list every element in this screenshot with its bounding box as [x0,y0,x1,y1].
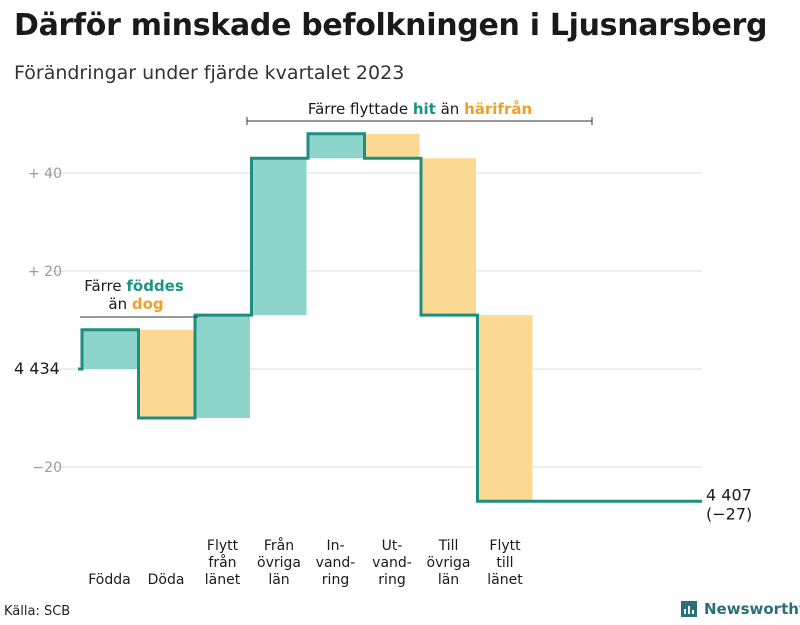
category-label: vand- [316,555,356,571]
chart-subtitle: Förändringar under fjärde kvartalet 2023 [14,62,405,84]
brand-logo: Newsworthy [680,600,800,618]
category-label: Flytt [207,538,239,554]
waterfall-bar [138,329,194,418]
waterfall-bar [421,158,476,316]
chart-title: Därför minskade befolkningen i Ljusnarsb… [14,8,768,43]
category-label: län [268,572,289,588]
category-label: övriga [427,555,471,571]
annotation-migration: Färre flyttade hit än härifrån [308,100,532,118]
end-change-label: (−27) [706,504,752,523]
cumulative-step-line [78,132,702,503]
start-value-label: 4 434 [14,359,60,378]
waterfall-bar [477,315,533,502]
y-tick-label: + 20 [28,264,62,280]
waterfall-bar [251,158,307,316]
annotation-text: än [108,295,131,313]
y-tick-label: + 40 [28,166,62,182]
category-label: Födda [88,572,130,588]
category-label: Döda [148,572,185,588]
waterfall-bar [308,133,363,159]
category-label: länet [205,572,241,588]
annotation-text: Färre flyttade [308,100,413,118]
bar-chart-icon [681,601,697,617]
annotation-text: än [436,100,464,118]
category-label: från [208,554,236,571]
category-label: länet [487,572,523,588]
category-label: till [496,555,513,571]
annotation-births-line1: Färre föddes [84,277,184,295]
category-label: ring [322,572,349,588]
brand-name: Newsworthy [704,600,800,618]
category-label: övriga [257,555,301,571]
category-label: In- [326,538,344,554]
category-label: län [438,572,459,588]
annotation-births-line2: än dog [108,295,163,313]
waterfall-bar [82,329,137,369]
annotation-text: Färre [84,277,126,295]
y-tick-label: −20 [32,460,62,476]
category-label: Ut- [382,538,403,554]
annotation-highlight: föddes [126,277,183,295]
annotation-highlight: hit [413,100,436,118]
annotation-highlight: härifrån [464,100,532,118]
category-label: ring [378,572,405,588]
category-label: Till [438,538,459,554]
source-note: Källa: SCB [4,604,71,619]
category-label: vand- [372,555,412,571]
annotation-highlight: dog [132,295,164,313]
waterfall-bar [195,315,250,418]
category-label: Flytt [489,538,521,554]
end-value-label: 4 407 [706,485,752,504]
category-label: Från [264,537,294,554]
waterfall-bar [364,133,420,159]
